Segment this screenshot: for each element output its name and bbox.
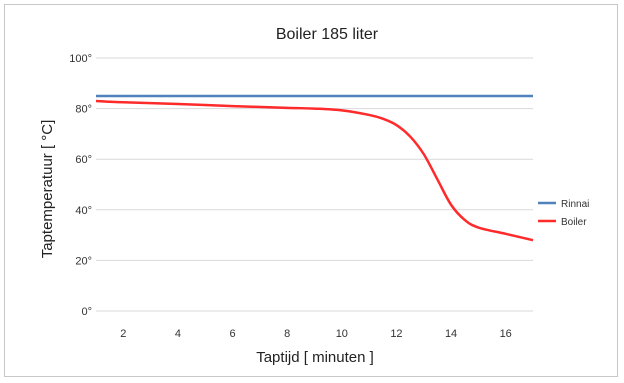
y-tick-label: 20°: [75, 255, 92, 267]
y-tick-label: 60°: [75, 154, 92, 166]
x-tick-label: 10: [336, 328, 348, 340]
legend: Rinnai Boiler: [538, 199, 589, 228]
x-tick-label: 12: [390, 328, 402, 340]
y-tick-label: 100°: [69, 53, 92, 65]
y-tick-label: 80°: [75, 104, 92, 116]
series-layer: [96, 96, 533, 240]
x-tick-label: 2: [120, 328, 126, 340]
line-chart: Boiler 185 liter 0° 20° 40° 60° 80° 100° 2 4 6 8…: [5, 5, 619, 378]
x-tick-label: 16: [500, 328, 512, 340]
x-tick-label: 6: [230, 328, 236, 340]
legend-label-rinnai: Rinnai: [561, 199, 589, 210]
x-tick-label: 8: [284, 328, 290, 340]
chart-frame: Boiler 185 liter 0° 20° 40° 60° 80° 100° 2 4 6 8…: [4, 4, 618, 377]
chart-title: Boiler 185 liter: [276, 26, 379, 43]
y-axis-title: Taptemperatuur [ °C]: [39, 120, 56, 259]
legend-label-boiler: Boiler: [561, 217, 587, 228]
x-axis-title: Taptijd [ minuten ]: [256, 349, 374, 366]
y-tick-label: 0°: [81, 306, 92, 318]
series-line-boiler: [96, 101, 533, 240]
x-tick-label: 4: [175, 328, 181, 340]
y-tick-label: 40°: [75, 205, 92, 217]
x-tick-label: 14: [445, 328, 457, 340]
y-tick-labels: 0° 20° 40° 60° 80° 100°: [69, 53, 92, 318]
x-tick-labels: 2 4 6 8 10 12 14 16: [120, 328, 512, 340]
